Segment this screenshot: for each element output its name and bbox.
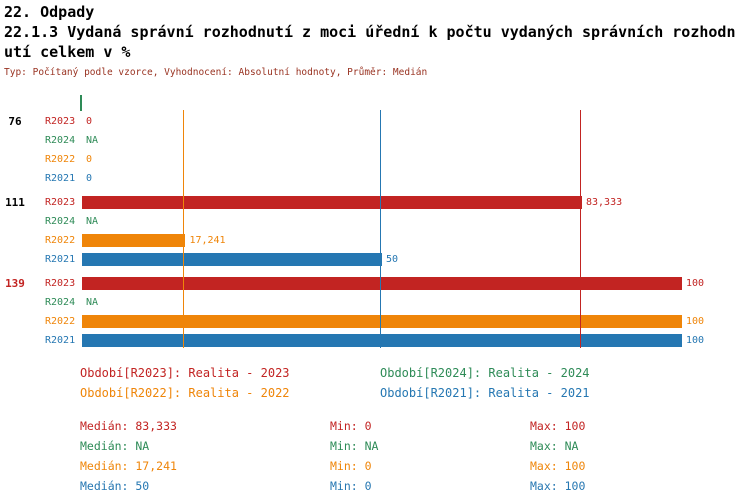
stat-median-R2021: Medián: 50	[80, 479, 150, 493]
plot-cell: 50	[80, 253, 750, 266]
bar-row: R2021 0	[0, 169, 750, 188]
series-label: R2022	[45, 316, 76, 327]
bar-R2022	[82, 315, 682, 328]
bar-row: R2022 100	[0, 312, 750, 331]
value-label: 100	[686, 335, 705, 346]
stat-max-R2022: Max: 100	[530, 459, 586, 473]
series-label: R2023	[45, 116, 76, 127]
series-label: R2024	[45, 135, 76, 146]
group-label-cell: 139	[0, 277, 45, 290]
plot-cell: 17,241	[80, 234, 750, 247]
plot-cell: NA	[80, 216, 750, 227]
value-label: 83,333	[585, 197, 623, 208]
plot-cell: 100	[80, 315, 750, 328]
plot-cell: 100	[80, 277, 750, 290]
series-label: R2022	[45, 235, 76, 246]
plot-cell: 100	[80, 334, 750, 347]
legend-item-R2022: Období[R2022]: Realita - 2022	[80, 386, 290, 400]
group-label-cell: 111	[0, 196, 45, 209]
legend-item-R2021: Období[R2021]: Realita - 2021	[380, 386, 590, 400]
chart-title: 22.1.3 Vydaná správní rozhodnutí z moci …	[4, 23, 736, 61]
bar-row: 111 R2023 83,333	[0, 193, 750, 212]
stat-min-R2021: Min: 0	[330, 479, 372, 493]
series-label: R2021	[45, 254, 76, 265]
value-label: 0	[86, 154, 93, 165]
page-title: 22. Odpady	[4, 3, 95, 21]
bar-R2021	[82, 253, 382, 266]
stat-min-R2023: Min: 0	[330, 419, 372, 433]
bar-row: R2022 0	[0, 150, 750, 169]
median-line-R2021	[380, 110, 381, 348]
bar-chart: 76 R2023 0 R2024 NA R2022 0 R2021 0 111 R2023 83,33…	[0, 95, 750, 350]
group-label-cell: 76	[0, 115, 45, 128]
stat-min-R2024: Min: NA	[330, 439, 379, 453]
group-label: 111	[5, 196, 25, 209]
value-label: NA	[86, 135, 99, 146]
stat-median-R2022: Medián: 17,241	[80, 459, 177, 473]
bar-group: 76 R2023 0 R2024 NA R2022 0 R2021 0	[0, 112, 750, 188]
value-label: 50	[386, 254, 399, 265]
stat-max-R2021: Max: 100	[530, 479, 586, 493]
median-line-R2023	[579, 110, 581, 348]
legend-item-R2024: Období[R2024]: Realita - 2024	[380, 366, 590, 380]
stat-median-R2024: Medián: NA	[80, 439, 150, 453]
stat-median-R2023: Medián: 83,333	[80, 419, 177, 433]
group-label: 76	[8, 115, 22, 128]
bar-row: R2022 17,241	[0, 231, 750, 250]
bar-R2023	[82, 277, 682, 290]
median-line-R2022	[183, 110, 185, 348]
value-label: NA	[86, 297, 99, 308]
bar-R2023	[82, 196, 582, 209]
header: 22. Odpady 22.1.3 Vydaná správní rozhodn…	[0, 0, 750, 79]
bar-row: 139 R2023 100	[0, 274, 750, 293]
value-label: 17,241	[189, 235, 226, 246]
legend: Období[R2023]: Realita - 2023 Období[R202…	[0, 363, 750, 403]
bar-row: R2024 NA	[0, 293, 750, 312]
plot-cell: NA	[80, 297, 750, 308]
bar-R2022	[82, 234, 186, 247]
value-label: NA	[86, 216, 99, 227]
stat-max-R2023: Max: 100	[530, 419, 586, 433]
value-label: 0	[86, 173, 93, 184]
legend-item-R2023: Období[R2023]: Realita - 2023	[80, 366, 290, 380]
chart-meta: Typ: Počítaný podle vzorce, Vyhodnocení:…	[4, 67, 428, 78]
plot-cell: 0	[80, 116, 750, 127]
value-label: 100	[686, 278, 705, 289]
stat-min-R2022: Min: 0	[330, 459, 372, 473]
bar-row: R2021 50	[0, 250, 750, 269]
series-label: R2021	[45, 173, 76, 184]
series-label: R2022	[45, 154, 76, 165]
axis-zero-tick	[80, 95, 82, 111]
bar-R2021	[82, 334, 682, 347]
stat-max-R2024: Max: NA	[530, 439, 579, 453]
bar-group: 139 R2023 100 R2024 NA R2022 100 R2021 100	[0, 274, 750, 350]
value-label: 100	[686, 316, 705, 327]
stats-panel: Medián: 83,333 Min: 0 Max: 100 Medián: NA Mi…	[0, 416, 750, 496]
bar-group: 111 R2023 83,333 R2024 NA R2022 17,241 R2021 50	[0, 193, 750, 269]
plot-cell: NA	[80, 135, 750, 146]
plot-cell: 0	[80, 173, 750, 184]
series-label: R2021	[45, 335, 76, 346]
bar-row: R2024 NA	[0, 212, 750, 231]
plot-cell: 83,333	[80, 196, 750, 209]
series-label: R2023	[45, 278, 76, 289]
group-label: 139	[5, 277, 25, 290]
plot-cell: 0	[80, 154, 750, 165]
bar-row: 76 R2023 0	[0, 112, 750, 131]
series-label: R2024	[45, 216, 76, 227]
bar-row: R2021 100	[0, 331, 750, 350]
bar-row: R2024 NA	[0, 131, 750, 150]
series-label: R2023	[45, 197, 76, 208]
series-label: R2024	[45, 297, 76, 308]
value-label: 0	[86, 116, 93, 127]
